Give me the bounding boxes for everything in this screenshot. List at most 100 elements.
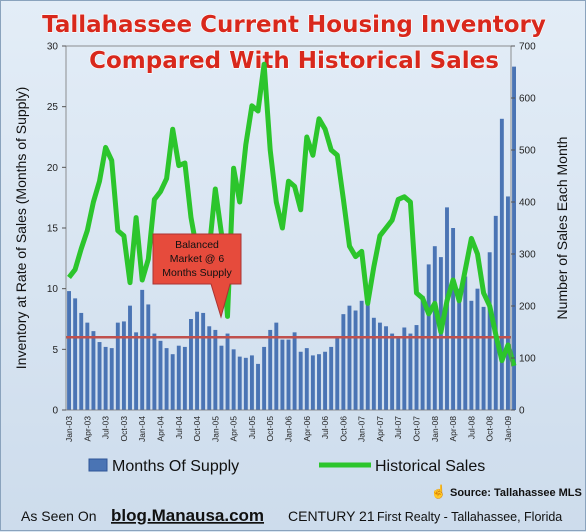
callout-line-3: Months Supply — [162, 267, 232, 279]
bar-Mar-06 — [298, 351, 303, 410]
x-tick-label: Oct-03 — [119, 416, 129, 442]
y-axis-label-left: Inventory at Rate of Sales (Months of Su… — [13, 87, 29, 369]
bar-May-06 — [310, 355, 315, 410]
x-tick-label: Apr-06 — [302, 416, 312, 442]
x-axis-ticks: Jan-03 Apr-03 Jul-03 Oct-03 Jan-04 Apr-04 Jul-… — [64, 416, 513, 442]
bar-Sep-08 — [481, 306, 486, 410]
bar-Apr-03 — [85, 322, 90, 410]
bar-Jan-07 — [359, 300, 364, 410]
bar-Jul-07 — [396, 338, 401, 410]
legend: Months Of Supply Historical Sales — [88, 458, 485, 475]
bar-Sep-04 — [189, 319, 193, 410]
left-axis-ticks: 0 5 10 15 20 25 30 — [47, 42, 66, 417]
bar-Jul-05 — [249, 355, 254, 410]
right-axis-ticks: 0 100 200 300 400 500 600 700 — [511, 42, 536, 417]
bar-Oct-05 — [268, 329, 273, 410]
x-tick-label: Apr-07 — [375, 416, 385, 442]
bar-Nov-06 — [347, 305, 352, 410]
chart-title-line-1: Tallahassee Current Housing Inventory — [42, 12, 546, 38]
bar-Oct-07 — [414, 325, 419, 410]
x-tick-label: Jan-04 — [137, 416, 147, 442]
callout-box — [152, 233, 242, 319]
bar-Nov-05 — [274, 322, 279, 410]
bar-Jan-05 — [213, 329, 218, 410]
callout-line-1: Balanced — [175, 239, 219, 251]
brand-name: CENTURY 21 — [288, 508, 375, 524]
bar-Aug-05 — [256, 363, 260, 410]
left-tick-label: 0 — [52, 406, 58, 417]
bar-Oct-03 — [121, 321, 126, 410]
left-tick-label: 25 — [47, 102, 59, 113]
bar-Aug-06 — [329, 346, 334, 410]
bar-Jan-04 — [140, 289, 145, 410]
x-tick-label: Jan-09 — [503, 416, 513, 442]
bar-Dec-06 — [353, 310, 358, 410]
bar-May-07 — [384, 326, 388, 410]
source-text: Source: Tallahassee MLS — [450, 487, 582, 499]
legend-label-historical-sales: Historical Sales — [375, 458, 485, 475]
bar-Jan-06 — [286, 339, 291, 410]
bar-Feb-06 — [292, 332, 297, 410]
x-tick-label: Oct-06 — [338, 416, 348, 442]
x-tick-label: Jan-05 — [210, 416, 220, 442]
bar-Jun-03 — [97, 342, 102, 410]
bar-Apr-05 — [231, 349, 236, 410]
bar-Sep-03 — [115, 322, 120, 410]
bar-Mar-05 — [225, 333, 230, 410]
bar-Jul-03 — [103, 346, 108, 410]
bar-Feb-07 — [365, 294, 370, 410]
hand-pointer-icon: ☝ — [431, 483, 447, 500]
bar-Apr-06 — [304, 348, 309, 410]
bar-Sep-05 — [262, 346, 267, 410]
legend-swatch-months-of-supply — [88, 458, 108, 472]
bar-Jun-08 — [463, 276, 468, 410]
x-tick-label: Apr-08 — [448, 416, 458, 442]
bar-Jun-04 — [170, 354, 175, 410]
x-tick-label: Jan-08 — [430, 416, 440, 442]
left-tick-label: 30 — [47, 42, 59, 53]
bar-Apr-07 — [377, 322, 382, 410]
x-tick-label: Apr-04 — [155, 416, 165, 442]
bar-May-03 — [91, 331, 96, 410]
line-series-group — [67, 61, 517, 367]
y-axis-label-right: Number of Sales Each Month — [554, 137, 570, 320]
bar-Oct-06 — [341, 314, 346, 410]
bar-May-04 — [164, 348, 169, 410]
as-seen-on-text: As Seen On — [21, 508, 97, 524]
left-tick-label: 5 — [52, 345, 58, 356]
right-tick-label: 700 — [519, 42, 536, 53]
right-tick-label: 500 — [519, 146, 536, 157]
x-tick-label: Jan-06 — [284, 416, 294, 442]
bar-Oct-04 — [195, 311, 200, 410]
bar-Aug-03 — [109, 348, 114, 410]
bar-Oct-08 — [487, 252, 492, 410]
x-tick-label: Oct-05 — [265, 416, 275, 442]
footer-bar: As Seen On blog.Manausa.com CENTURY 21 F… — [21, 506, 562, 525]
x-tick-label: Jul-06 — [320, 416, 330, 439]
left-tick-label: 10 — [47, 284, 59, 295]
x-tick-label: Jul-07 — [393, 416, 403, 439]
bar-Nov-07 — [420, 295, 425, 410]
right-tick-label: 100 — [519, 354, 536, 365]
bar-Jun-05 — [243, 357, 248, 410]
bar-Feb-03 — [73, 298, 78, 410]
bar-Feb-04 — [146, 304, 151, 410]
x-tick-label: Oct-04 — [192, 416, 202, 442]
bar-Sep-06 — [335, 335, 340, 410]
bar-Feb-05 — [219, 345, 224, 410]
bar-Mar-04 — [152, 333, 157, 410]
site-link[interactable]: blog.Manausa.com — [111, 506, 264, 525]
x-tick-label: Jul-03 — [101, 416, 111, 439]
x-tick-label: Jul-04 — [174, 416, 184, 439]
x-tick-label: Jan-03 — [64, 416, 74, 442]
bar-Dec-04 — [207, 326, 212, 410]
legend-label-months-of-supply: Months Of Supply — [112, 458, 239, 475]
bar-Jun-07 — [390, 333, 395, 410]
source-credit: ☝ Source: Tallahassee MLS — [431, 483, 582, 500]
bar-Nov-08 — [493, 215, 498, 410]
bar-Aug-08 — [475, 288, 480, 410]
right-tick-label: 600 — [519, 94, 536, 105]
bar-Dec-08 — [499, 118, 504, 411]
x-tick-label: Oct-08 — [485, 416, 495, 442]
